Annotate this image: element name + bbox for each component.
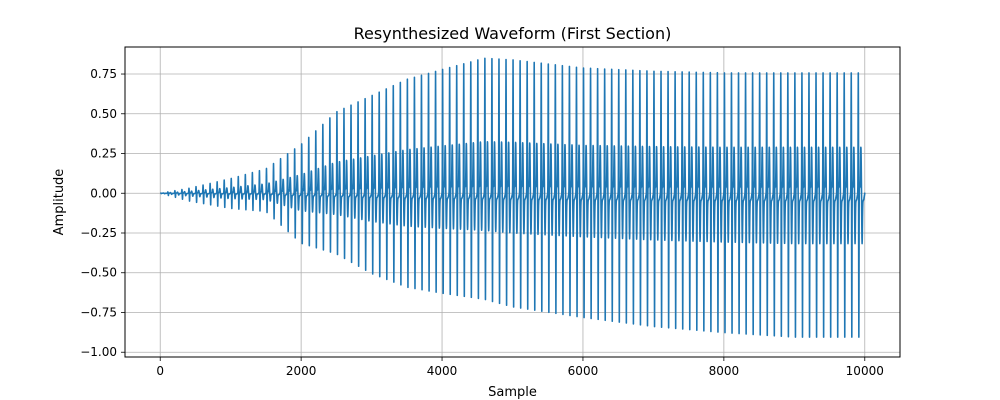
x-tick-label: 4000 <box>427 364 458 378</box>
y-tick-label: −1.00 <box>80 345 117 359</box>
y-tick-label: 0.25 <box>90 147 117 161</box>
y-tick-label: 0.00 <box>90 186 117 200</box>
x-tick-label: 10000 <box>846 364 884 378</box>
x-tick-label: 6000 <box>568 364 599 378</box>
y-axis-title: Amplitude <box>52 169 67 236</box>
x-tick-label: 0 <box>156 364 164 378</box>
x-tick-label: 2000 <box>286 364 317 378</box>
waveform-series-line <box>159 57 866 338</box>
series-layer <box>159 57 866 338</box>
chart-title: Resynthesized Waveform (First Section) <box>354 24 672 43</box>
x-tick-label: 8000 <box>709 364 740 378</box>
y-tick-label: 0.50 <box>90 107 117 121</box>
y-tick-label: −0.25 <box>80 226 117 240</box>
tick-layer: 0 2000 4000 6000 8000 10000 0.75 0.50 0.25 0.00 −0… <box>80 67 884 378</box>
y-tick-label: −0.50 <box>80 266 117 280</box>
plot-frame <box>124 46 901 358</box>
y-tick-label: 0.75 <box>90 67 117 81</box>
x-axis-title: Sample <box>488 385 537 400</box>
y-tick-label: −0.75 <box>80 305 117 319</box>
